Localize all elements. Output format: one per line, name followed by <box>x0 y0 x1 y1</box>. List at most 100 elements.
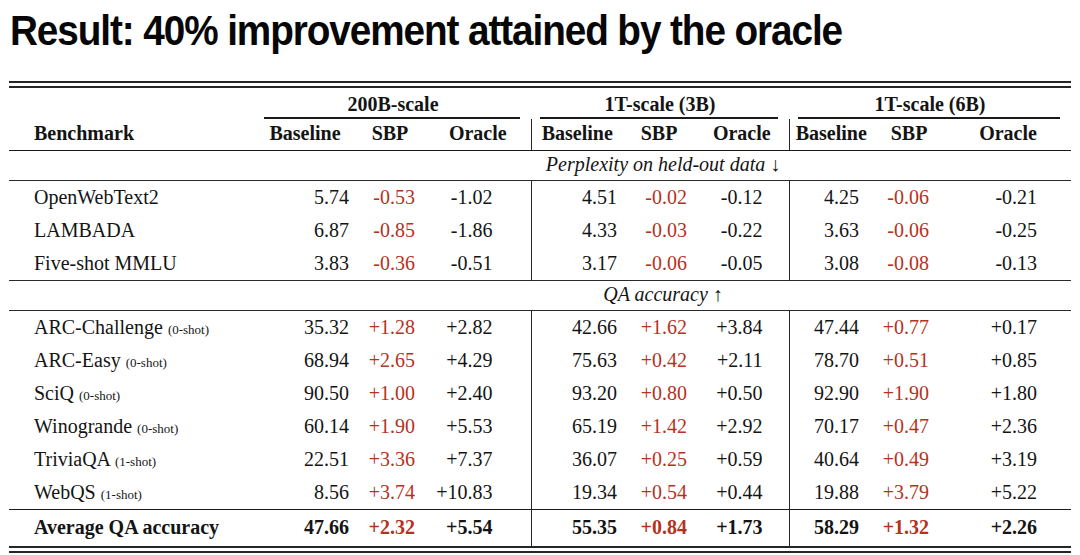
cell-oracle: +2.40 <box>425 377 531 410</box>
benchmark-name: WebQS <box>34 481 96 503</box>
cell-oracle: +2.36 <box>945 410 1071 443</box>
col-oracle-1t3b: Oracle <box>695 119 789 151</box>
benchmark-shot: (1-shot) <box>115 454 156 469</box>
col-sbp-1t3b: SBP <box>623 119 695 151</box>
benchmark-shot: (0-shot) <box>168 322 209 337</box>
cell-baseline: 3.63 <box>789 214 873 247</box>
cell-baseline: 65.19 <box>531 410 623 443</box>
benchmark-shot: (0-shot) <box>79 388 120 403</box>
cell-baseline: 4.51 <box>531 181 623 215</box>
cell-sbp: +1.90 <box>355 410 425 443</box>
cell-oracle: +5.53 <box>425 410 531 443</box>
cell-baseline: 93.20 <box>531 377 623 410</box>
cell-baseline: 90.50 <box>255 377 355 410</box>
col-oracle-1t6b: Oracle <box>945 119 1071 151</box>
benchmark-name: OpenWebText2 <box>34 186 159 208</box>
cell-sbp: -0.06 <box>873 181 945 215</box>
cell-baseline: 3.08 <box>789 247 873 281</box>
cell-sbp: +0.54 <box>623 476 695 510</box>
cell-oracle: +0.85 <box>945 344 1071 377</box>
cell-baseline: 19.34 <box>531 476 623 510</box>
benchmark-name: SciQ <box>34 382 74 404</box>
benchmark-shot: (0-shot) <box>126 355 167 370</box>
cell-oracle: +0.17 <box>945 311 1071 345</box>
results-table-wrap: 200B-scale 1T-scale (3B) 1T-scale (6B) B… <box>9 81 1071 553</box>
cell-sbp: +0.25 <box>623 443 695 476</box>
cell-sbp: +0.77 <box>873 311 945 345</box>
cell-baseline: 3.83 <box>255 247 355 281</box>
benchmark-name: Winogrande <box>34 415 132 437</box>
cell-baseline: 40.64 <box>789 443 873 476</box>
group-header-1t-3b: 1T-scale (3B) <box>531 88 789 119</box>
table-row-webqs: WebQS (1-shot) 8.56 +3.74 +10.83 19.34 +… <box>9 476 1071 510</box>
cell-baseline: 4.33 <box>531 214 623 247</box>
cell-sbp: +2.65 <box>355 344 425 377</box>
cell-oracle: -0.51 <box>425 247 531 281</box>
cell-oracle: +1.73 <box>695 510 789 547</box>
cell-baseline: 47.66 <box>255 510 355 547</box>
cell-baseline: 75.63 <box>531 344 623 377</box>
cell-sbp: -0.06 <box>873 214 945 247</box>
cell-baseline: 68.94 <box>255 344 355 377</box>
cell-sbp: +1.62 <box>623 311 695 345</box>
cell-baseline: 6.87 <box>255 214 355 247</box>
cell-oracle: +4.29 <box>425 344 531 377</box>
cell-oracle: +5.54 <box>425 510 531 547</box>
cell-baseline: 19.88 <box>789 476 873 510</box>
cell-baseline: 22.51 <box>255 443 355 476</box>
cell-baseline: 3.17 <box>531 247 623 281</box>
benchmark-name: ARC-Easy <box>34 349 121 371</box>
cell-baseline: 92.90 <box>789 377 873 410</box>
col-oracle-200b: Oracle <box>425 119 531 151</box>
group-header-1t-6b: 1T-scale (6B) <box>789 88 1071 119</box>
cell-oracle: -1.02 <box>425 181 531 215</box>
section-header-qa-accuracy: QA accuracy ↑ <box>9 281 1071 311</box>
section-header-label: Perplexity on held-out data ↓ <box>255 151 1071 181</box>
col-baseline-1t3b: Baseline <box>531 119 623 151</box>
cell-sbp: +3.36 <box>355 443 425 476</box>
cell-oracle: +3.84 <box>695 311 789 345</box>
cell-baseline: 4.25 <box>789 181 873 215</box>
cell-oracle: +10.83 <box>425 476 531 510</box>
cell-sbp: +1.28 <box>355 311 425 345</box>
benchmark-name: Five-shot MMLU <box>34 252 177 274</box>
cell-oracle: +1.80 <box>945 377 1071 410</box>
benchmark-header: Benchmark <box>9 119 255 151</box>
benchmark-name: TriviaQA <box>34 448 110 470</box>
cell-baseline: 42.66 <box>531 311 623 345</box>
spacer-cell <box>9 88 255 119</box>
cell-sbp: +0.51 <box>873 344 945 377</box>
benchmark-shot: (1-shot) <box>101 487 142 502</box>
benchmark-name: LAMBADA <box>34 219 135 241</box>
cell-baseline: 35.32 <box>255 311 355 345</box>
cell-oracle: +2.26 <box>945 510 1071 547</box>
cell-sbp: -0.36 <box>355 247 425 281</box>
cell-sbp: -0.53 <box>355 181 425 215</box>
cell-baseline: 55.35 <box>531 510 623 547</box>
table-row-sciq: SciQ (0-shot) 90.50 +1.00 +2.40 93.20 +0… <box>9 377 1071 410</box>
cell-oracle: +2.82 <box>425 311 531 345</box>
cell-oracle: +7.37 <box>425 443 531 476</box>
cell-baseline: 60.14 <box>255 410 355 443</box>
cell-sbp: +1.32 <box>873 510 945 547</box>
cell-oracle: -1.86 <box>425 214 531 247</box>
cell-oracle: +0.50 <box>695 377 789 410</box>
cell-sbp: +2.32 <box>355 510 425 547</box>
cell-sbp: +0.47 <box>873 410 945 443</box>
col-baseline-200b: Baseline <box>255 119 355 151</box>
cell-sbp: +1.42 <box>623 410 695 443</box>
section-header-label: QA accuracy ↑ <box>255 281 1071 311</box>
cell-baseline: 58.29 <box>789 510 873 547</box>
cell-sbp: +1.90 <box>873 377 945 410</box>
spacer-cell <box>9 281 255 311</box>
cell-sbp: -0.02 <box>623 181 695 215</box>
results-table: 200B-scale 1T-scale (3B) 1T-scale (6B) B… <box>9 88 1071 546</box>
cell-sbp: +0.80 <box>623 377 695 410</box>
cell-sbp: -0.06 <box>623 247 695 281</box>
cell-sbp: -0.08 <box>873 247 945 281</box>
cell-sbp: +1.00 <box>355 377 425 410</box>
col-sbp-1t6b: SBP <box>873 119 945 151</box>
benchmark-name: Average QA accuracy <box>9 510 255 547</box>
col-baseline-1t6b: Baseline <box>789 119 873 151</box>
cell-baseline: 47.44 <box>789 311 873 345</box>
